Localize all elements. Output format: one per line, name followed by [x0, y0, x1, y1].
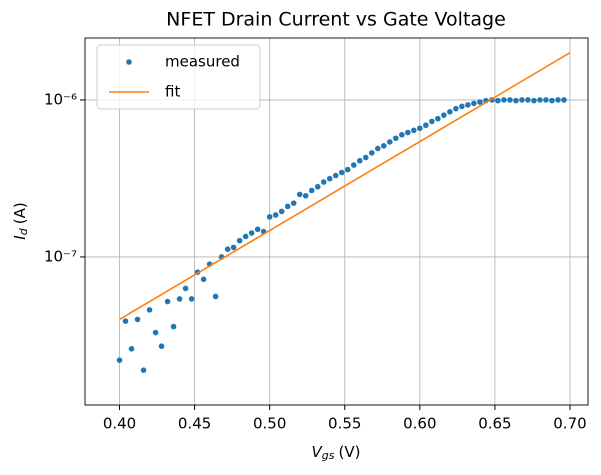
data-point	[561, 97, 567, 103]
x-tick-label: 0.45	[178, 415, 211, 433]
data-point	[507, 97, 513, 103]
x-axis-label: Vgs (V)	[312, 443, 361, 463]
data-point	[501, 97, 507, 103]
data-point	[555, 97, 561, 103]
data-point	[423, 122, 429, 129]
data-point	[368, 150, 375, 156]
data-point	[248, 230, 255, 236]
plot-frame	[84, 37, 589, 406]
data-point	[429, 118, 435, 125]
y-tick-label: 10⁻⁶	[44, 90, 77, 108]
data-point	[230, 244, 237, 251]
data-point	[278, 208, 285, 215]
data-point	[116, 357, 123, 363]
data-point	[374, 145, 381, 152]
y-label-symbol: I	[11, 235, 29, 240]
data-point	[531, 97, 537, 104]
data-point	[134, 316, 141, 323]
data-point	[453, 105, 459, 112]
data-point	[338, 169, 345, 176]
data-point	[182, 285, 189, 292]
legend-label: fit	[165, 83, 180, 101]
data-point	[320, 179, 327, 185]
y-label-unit: (A)	[11, 202, 29, 224]
data-point	[242, 233, 249, 240]
data-point	[471, 100, 477, 107]
data-point	[272, 212, 279, 218]
y-axis-label: Id (A)	[11, 202, 31, 239]
data-point	[387, 139, 393, 145]
data-point	[290, 200, 297, 206]
data-point	[441, 112, 447, 118]
data-point	[537, 97, 543, 103]
data-point	[356, 157, 363, 164]
data-point	[417, 125, 423, 132]
data-point	[254, 226, 261, 233]
data-point	[326, 175, 333, 182]
data-point	[122, 318, 129, 324]
data-point	[543, 97, 549, 103]
data-point	[549, 97, 555, 104]
data-point	[284, 203, 291, 210]
x-tick-label: 0.40	[103, 415, 136, 433]
y-label-subscript: d	[17, 227, 30, 235]
data-point	[393, 135, 399, 142]
data-point	[411, 127, 417, 134]
data-point	[164, 298, 171, 305]
x-tick-label: 0.50	[253, 415, 286, 433]
x-label-symbol: V	[312, 443, 324, 461]
data-point	[399, 131, 405, 138]
x-tick-label: 0.55	[328, 415, 361, 433]
data-point	[405, 129, 411, 136]
data-point	[170, 323, 177, 330]
data-point	[362, 154, 369, 161]
data-point	[435, 115, 441, 122]
data-point	[224, 246, 231, 253]
data-point	[344, 166, 351, 173]
data-point	[308, 187, 315, 194]
legend-label: measured	[165, 53, 240, 71]
data-point	[212, 293, 219, 300]
data-point	[350, 162, 357, 168]
x-tick-label: 0.70	[553, 415, 586, 433]
data-point	[495, 97, 501, 104]
x-label-subscript: gs	[322, 449, 335, 462]
data-point	[266, 214, 273, 220]
data-point	[236, 237, 243, 244]
data-point	[513, 97, 519, 104]
data-point	[332, 172, 339, 179]
data-point	[158, 343, 165, 350]
legend-marker	[126, 59, 132, 65]
data-point	[465, 102, 471, 108]
data-point	[152, 329, 159, 336]
data-point	[519, 97, 525, 103]
data-point	[447, 109, 453, 115]
x-tick-label: 0.65	[478, 415, 511, 433]
data-point	[525, 97, 531, 103]
legend-box	[96, 44, 261, 110]
chart-title: NFET Drain Current vs Gate Voltage	[166, 9, 506, 31]
data-point	[296, 191, 303, 198]
data-point	[146, 307, 153, 313]
x-tick-label: 0.60	[403, 415, 436, 433]
data-point	[188, 296, 195, 302]
fit-line	[119, 51, 571, 321]
data-point	[302, 193, 309, 199]
y-tick-label: 10⁻⁷	[44, 247, 77, 265]
data-point	[200, 276, 207, 283]
data-point	[128, 345, 135, 352]
data-point	[176, 296, 183, 302]
data-point	[459, 103, 465, 110]
data-point	[140, 367, 147, 373]
data-point	[477, 99, 483, 105]
data-point	[314, 183, 321, 190]
data-point	[380, 143, 387, 149]
x-label-unit: (V)	[339, 443, 361, 461]
